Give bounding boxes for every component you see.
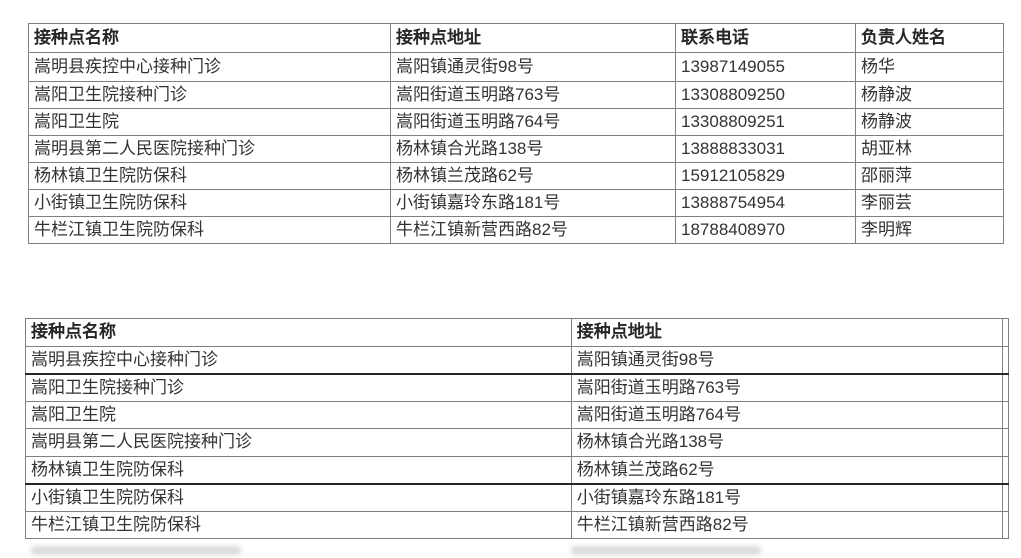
table-cell: 小街镇卫生院防保科 [28,189,391,217]
table-cell: 嵩阳街道玉明路764号 [570,400,1003,429]
cutoff-text-smudge [571,546,761,555]
column-header: 负责人姓名 [855,23,1004,53]
empty-cell [1001,345,1010,375]
table-cell: 杨林镇卫生院防保科 [28,162,391,190]
table-cell: 杨华 [855,52,1004,82]
table-cell: 杨林镇合光路138号 [390,135,676,163]
empty-cell [1001,373,1010,402]
table-row: 牛栏江镇卫生院防保科 牛栏江镇新营西路82号 18788408970 李明辉 [28,216,1004,244]
table-cell: 小街镇嘉玲东路181号 [570,483,1003,512]
table-cell: 杨林镇合光路138号 [570,428,1003,457]
table-cell: 嵩明县疾控中心接种门诊 [28,52,391,82]
table-row: 小街镇卫生院防保科 小街镇嘉玲东路181号 13888754954 李丽芸 [28,189,1004,217]
empty-cell [1001,455,1010,485]
column-header: 联系电话 [675,23,856,53]
table-cell: 牛栏江镇新营西路82号 [390,216,676,244]
column-header: 接种点地址 [570,318,1003,347]
table-cell: 嵩阳镇通灵街98号 [390,52,676,82]
header-row: 接种点名称 接种点地址 [25,318,1010,347]
table-cell: 小街镇卫生院防保科 [25,483,572,512]
table-body: 嵩明县疾控中心接种门诊 嵩阳镇通灵街98号 嵩阳卫生院接种门诊 嵩阳街道玉明路763号… [25,345,1010,539]
table-cell: 18788408970 [675,216,856,244]
vaccination-sites-table-name-address: 接种点名称 接种点地址 嵩明县疾控中心接种门诊 嵩阳镇通灵街98号 嵩阳卫生院接种门诊… [25,318,1010,539]
table-cell: 嵩阳卫生院 [25,400,572,429]
table-row: 嵩明县第二人民医院接种门诊 杨林镇合光路138号 13888833031 胡亚林 [28,135,1004,163]
table-cell: 13987149055 [675,52,856,82]
table-row: 杨林镇卫生院防保科 杨林镇兰茂路62号 15912105829 邵丽萍 [28,162,1004,190]
empty-cell [1001,510,1010,539]
table-cell: 胡亚林 [855,135,1004,163]
table-header: 接种点名称 接种点地址 联系电话 负责人姓名 [28,23,1004,53]
table-cell: 嵩明县疾控中心接种门诊 [25,345,572,375]
table-cell: 13888754954 [675,189,856,217]
table-row: 杨林镇卫生院防保科 杨林镇兰茂路62号 [25,455,1010,485]
vaccination-sites-table-full: 接种点名称 接种点地址 联系电话 负责人姓名 嵩明县疾控中心接种门诊 嵩阳镇通灵街98号… [28,23,1004,244]
table-cell: 嵩阳卫生院 [28,108,391,136]
table-row: 嵩明县第二人民医院接种门诊 杨林镇合光路138号 [25,428,1010,457]
header-row: 接种点名称 接种点地址 联系电话 负责人姓名 [28,23,1004,53]
table-row: 嵩阳卫生院 嵩阳街道玉明路764号 13308809251 杨静波 [28,108,1004,136]
table-row: 小街镇卫生院防保科 小街镇嘉玲东路181号 [25,483,1010,512]
table-cell: 小街镇嘉玲东路181号 [390,189,676,217]
table-cell: 杨林镇卫生院防保科 [25,455,572,485]
cutoff-text-smudge [31,546,241,555]
table-cell: 李明辉 [855,216,1004,244]
column-header: 接种点名称 [25,318,572,347]
table-row: 嵩阳卫生院 嵩阳街道玉明路764号 [25,400,1010,429]
table-header: 接种点名称 接种点地址 [25,318,1010,347]
table-body: 嵩明县疾控中心接种门诊 嵩阳镇通灵街98号 13987149055 杨华 嵩阳卫生院接种… [28,52,1004,244]
table-cell: 15912105829 [675,162,856,190]
table-row: 嵩阳卫生院接种门诊 嵩阳街道玉明路763号 13308809250 杨静波 [28,81,1004,109]
table-cell: 牛栏江镇卫生院防保科 [28,216,391,244]
table-cell: 李丽芸 [855,189,1004,217]
table-cell: 嵩阳镇通灵街98号 [570,345,1003,375]
table-cell: 杨静波 [855,81,1004,109]
empty-column-header [1001,318,1010,347]
table-row: 嵩阳卫生院接种门诊 嵩阳街道玉明路763号 [25,373,1010,402]
empty-cell [1001,400,1010,429]
table-cell: 嵩阳街道玉明路763号 [390,81,676,109]
table-cell: 牛栏江镇新营西路82号 [570,510,1003,539]
table-cell: 杨林镇兰茂路62号 [390,162,676,190]
table-row: 嵩明县疾控中心接种门诊 嵩阳镇通灵街98号 [25,345,1010,375]
table-cell: 13888833031 [675,135,856,163]
table-row: 牛栏江镇卫生院防保科 牛栏江镇新营西路82号 [25,510,1010,539]
empty-cell [1001,483,1010,512]
table-cell: 邵丽萍 [855,162,1004,190]
table-cell: 杨林镇兰茂路62号 [570,455,1003,485]
table-cell: 嵩阳街道玉明路763号 [570,373,1003,402]
table-cell: 嵩阳街道玉明路764号 [390,108,676,136]
cutoff-partial-row [25,543,1009,558]
table-cell: 牛栏江镇卫生院防保科 [25,510,572,539]
column-header: 接种点名称 [28,23,391,53]
table-cell: 13308809251 [675,108,856,136]
table-row: 嵩明县疾控中心接种门诊 嵩阳镇通灵街98号 13987149055 杨华 [28,52,1004,82]
column-header: 接种点地址 [390,23,676,53]
table-cell: 嵩阳卫生院接种门诊 [25,373,572,402]
table-cell: 嵩明县第二人民医院接种门诊 [25,428,572,457]
table-cell: 嵩阳卫生院接种门诊 [28,81,391,109]
empty-cell [1001,428,1010,457]
table-cell: 嵩明县第二人民医院接种门诊 [28,135,391,163]
table-cell: 杨静波 [855,108,1004,136]
table-cell: 13308809250 [675,81,856,109]
